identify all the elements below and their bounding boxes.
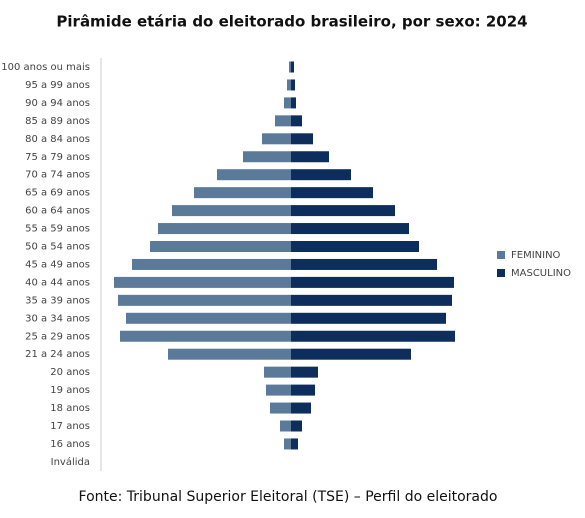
bar [291,276,454,288]
bar [291,187,373,199]
bar [194,187,291,199]
bar [120,330,291,342]
y-tick-label: 80 a 84 anos [25,134,90,145]
y-tick-label: 18 anos [50,403,90,414]
bar [291,366,318,378]
bar [291,348,411,360]
bar [291,115,302,127]
bar [291,79,295,91]
bar [291,402,311,414]
y-tick-label: 45 a 49 anos [25,259,90,270]
bar [118,294,291,306]
bar [172,205,291,217]
bar [291,384,315,396]
y-tick-label: 50 a 54 anos [25,242,90,253]
chart-title: Pirâmide etária do eleitorado brasileiro… [56,13,527,31]
bar [266,384,291,396]
bar [291,205,395,217]
y-tick-label: 20 anos [50,367,90,378]
bar [291,438,298,450]
bar [291,97,296,109]
y-tick-label: 85 a 89 anos [25,116,90,127]
bar [284,97,291,109]
bar [126,312,291,324]
bar [291,241,419,252]
y-tick-label: 55 a 59 anos [25,224,90,235]
bar [291,151,329,163]
bar [132,258,291,270]
bar [291,133,313,145]
bar [291,61,294,73]
y-tick-label: 17 anos [50,421,90,432]
y-tick-label: 19 anos [50,385,90,396]
y-tick-label: 40 a 44 anos [25,277,90,288]
bar [262,133,291,145]
bar [264,366,291,378]
y-tick-label: Inválida [51,456,90,468]
bar [275,115,291,127]
bar [291,330,455,342]
bar [289,61,291,73]
y-tick-label: 90 a 94 anos [25,98,90,109]
bar [150,241,291,252]
bar [243,151,291,163]
bar [168,348,291,360]
bar [291,223,409,235]
bar [158,223,291,235]
bar [217,169,291,181]
y-tick-label: 70 a 74 anos [25,170,90,181]
y-tick-label: 95 a 99 anos [25,80,90,91]
bar [291,169,351,181]
y-tick-label: 30 a 34 anos [25,313,90,324]
bar [270,402,291,414]
bar [291,258,437,270]
bar [291,312,446,324]
y-tick-label: 16 anos [50,439,90,450]
y-tick-label: 65 a 69 anos [25,188,90,199]
legend-label: MASCULINO [511,268,571,279]
y-tick-label: 35 a 39 anos [25,295,90,306]
legend-label: FEMININO [511,250,561,261]
y-tick-label: 60 a 64 anos [25,206,90,217]
bar [280,420,291,432]
bar [284,438,291,450]
y-tick-label: 100 anos ou mais [1,62,90,73]
y-tick-label: 21 a 24 anos [25,349,90,360]
y-tick-label: 25 a 29 anos [25,331,90,342]
legend-swatch [497,251,505,259]
bar [287,79,291,91]
bar [114,276,291,288]
source-note: Fonte: Tribunal Superior Eleitoral (TSE)… [79,489,498,505]
bar [291,420,302,432]
bar [291,294,452,306]
y-tick-label: 75 a 79 anos [25,152,90,163]
legend-swatch [497,269,505,277]
